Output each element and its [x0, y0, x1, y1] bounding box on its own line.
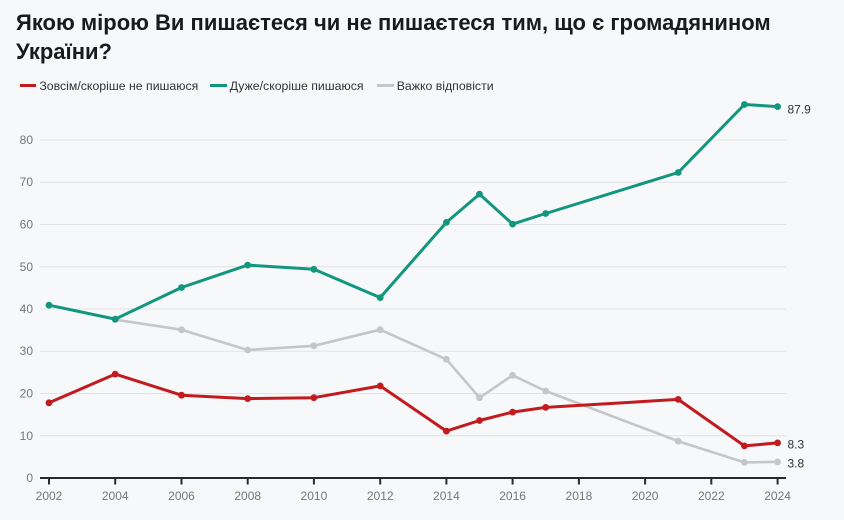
svg-text:2016: 2016 [499, 489, 526, 503]
svg-text:2002: 2002 [36, 489, 63, 503]
svg-text:2008: 2008 [234, 489, 261, 503]
svg-text:20: 20 [20, 387, 34, 401]
svg-text:0: 0 [26, 471, 33, 485]
svg-text:8.3: 8.3 [788, 438, 805, 452]
svg-text:10: 10 [20, 429, 34, 443]
svg-text:2022: 2022 [698, 489, 725, 503]
svg-text:2006: 2006 [168, 489, 195, 503]
svg-text:2018: 2018 [566, 489, 593, 503]
svg-text:2014: 2014 [433, 489, 460, 503]
svg-text:60: 60 [20, 218, 34, 232]
svg-text:87.9: 87.9 [788, 103, 812, 117]
svg-text:2004: 2004 [102, 489, 129, 503]
svg-text:80: 80 [20, 133, 34, 147]
svg-text:30: 30 [20, 344, 34, 358]
svg-text:50: 50 [20, 260, 34, 274]
svg-text:3.8: 3.8 [788, 457, 805, 471]
svg-text:2012: 2012 [367, 489, 394, 503]
svg-text:40: 40 [20, 302, 34, 316]
svg-text:2010: 2010 [301, 489, 328, 503]
svg-text:2024: 2024 [764, 489, 791, 503]
svg-text:70: 70 [20, 175, 34, 189]
svg-text:2020: 2020 [632, 489, 659, 503]
